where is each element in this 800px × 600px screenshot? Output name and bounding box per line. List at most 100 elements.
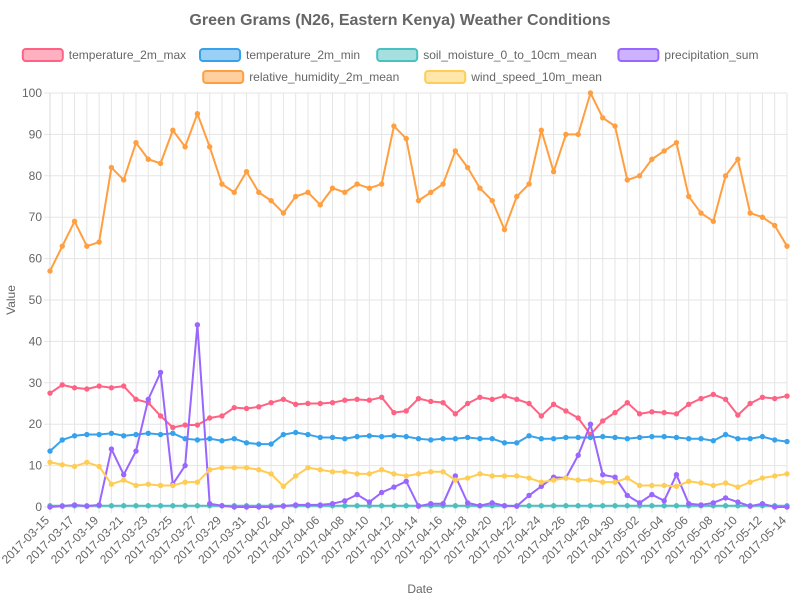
- data-point[interactable]: [514, 440, 520, 446]
- data-point[interactable]: [268, 504, 274, 510]
- data-point[interactable]: [673, 503, 680, 509]
- data-point[interactable]: [772, 473, 778, 479]
- data-point[interactable]: [256, 441, 262, 447]
- data-point[interactable]: [317, 400, 323, 407]
- data-point[interactable]: [292, 193, 299, 200]
- data-point[interactable]: [108, 430, 115, 437]
- data-point[interactable]: [366, 397, 373, 403]
- data-point[interactable]: [538, 413, 545, 419]
- data-point[interactable]: [464, 500, 471, 506]
- data-point[interactable]: [415, 435, 422, 442]
- data-point[interactable]: [378, 394, 385, 400]
- data-point[interactable]: [452, 411, 459, 417]
- data-point[interactable]: [84, 386, 90, 392]
- data-point[interactable]: [366, 185, 373, 191]
- data-point[interactable]: [47, 448, 53, 454]
- data-point[interactable]: [710, 482, 716, 489]
- data-point[interactable]: [219, 413, 225, 419]
- data-point[interactable]: [354, 503, 360, 509]
- data-point[interactable]: [47, 268, 53, 274]
- data-point[interactable]: [366, 433, 373, 439]
- data-point[interactable]: [759, 214, 766, 220]
- data-point[interactable]: [636, 434, 643, 441]
- data-point[interactable]: [550, 168, 557, 175]
- data-point[interactable]: [329, 185, 336, 191]
- data-point[interactable]: [415, 395, 422, 402]
- data-point[interactable]: [145, 481, 151, 487]
- data-point[interactable]: [256, 504, 262, 510]
- data-point[interactable]: [514, 473, 520, 479]
- data-point[interactable]: [84, 431, 90, 438]
- data-point[interactable]: [722, 503, 729, 509]
- data-point[interactable]: [501, 473, 508, 479]
- data-point[interactable]: [256, 404, 262, 410]
- data-point[interactable]: [686, 435, 692, 442]
- data-point[interactable]: [317, 467, 323, 473]
- data-point[interactable]: [600, 418, 606, 424]
- data-point[interactable]: [378, 181, 385, 187]
- data-point[interactable]: [354, 471, 360, 477]
- data-point[interactable]: [563, 131, 569, 138]
- legend-item-temperature_2m_min[interactable]: temperature_2m_min: [199, 48, 360, 62]
- data-point[interactable]: [501, 440, 508, 446]
- data-point[interactable]: [194, 479, 201, 485]
- data-point[interactable]: [121, 503, 127, 509]
- data-point[interactable]: [342, 435, 348, 442]
- data-point[interactable]: [747, 210, 753, 216]
- data-point[interactable]: [440, 181, 446, 187]
- data-point[interactable]: [563, 475, 569, 481]
- data-point[interactable]: [772, 222, 778, 229]
- data-point[interactable]: [108, 503, 115, 509]
- data-point[interactable]: [747, 479, 753, 485]
- data-point[interactable]: [464, 164, 471, 171]
- data-point[interactable]: [612, 474, 618, 480]
- data-point[interactable]: [563, 503, 569, 509]
- data-point[interactable]: [415, 503, 422, 509]
- data-point[interactable]: [157, 369, 164, 376]
- data-point[interactable]: [722, 396, 729, 403]
- data-point[interactable]: [735, 499, 741, 505]
- data-point[interactable]: [428, 398, 434, 405]
- data-point[interactable]: [575, 434, 581, 441]
- data-point[interactable]: [378, 503, 385, 509]
- data-point[interactable]: [342, 469, 348, 475]
- data-point[interactable]: [133, 396, 139, 403]
- data-point[interactable]: [784, 243, 790, 249]
- data-point[interactable]: [145, 430, 151, 437]
- data-point[interactable]: [47, 504, 53, 510]
- data-point[interactable]: [587, 434, 594, 441]
- data-point[interactable]: [292, 429, 299, 436]
- data-point[interactable]: [784, 393, 790, 399]
- data-point[interactable]: [686, 193, 692, 200]
- data-point[interactable]: [772, 504, 778, 510]
- data-point[interactable]: [121, 472, 127, 478]
- data-point[interactable]: [526, 181, 532, 187]
- data-point[interactable]: [206, 435, 213, 442]
- data-point[interactable]: [612, 503, 618, 509]
- data-point[interactable]: [575, 131, 581, 138]
- data-point[interactable]: [108, 446, 115, 452]
- data-point[interactable]: [501, 226, 508, 233]
- data-point[interactable]: [612, 479, 618, 485]
- data-point[interactable]: [526, 400, 532, 407]
- data-point[interactable]: [170, 430, 176, 437]
- data-point[interactable]: [636, 500, 643, 506]
- data-point[interactable]: [378, 467, 385, 473]
- data-point[interactable]: [268, 471, 274, 477]
- data-point[interactable]: [391, 503, 397, 509]
- data-point[interactable]: [575, 415, 581, 421]
- data-point[interactable]: [673, 472, 680, 478]
- data-point[interactable]: [612, 409, 618, 416]
- data-point[interactable]: [428, 189, 434, 196]
- data-point[interactable]: [206, 415, 213, 421]
- data-point[interactable]: [231, 464, 237, 471]
- data-point[interactable]: [268, 197, 274, 204]
- data-point[interactable]: [710, 218, 716, 225]
- data-point[interactable]: [133, 448, 139, 454]
- data-point[interactable]: [378, 433, 385, 440]
- data-point[interactable]: [550, 401, 557, 408]
- data-point[interactable]: [600, 479, 606, 485]
- data-point[interactable]: [182, 479, 188, 485]
- data-point[interactable]: [514, 396, 520, 403]
- data-point[interactable]: [624, 475, 631, 481]
